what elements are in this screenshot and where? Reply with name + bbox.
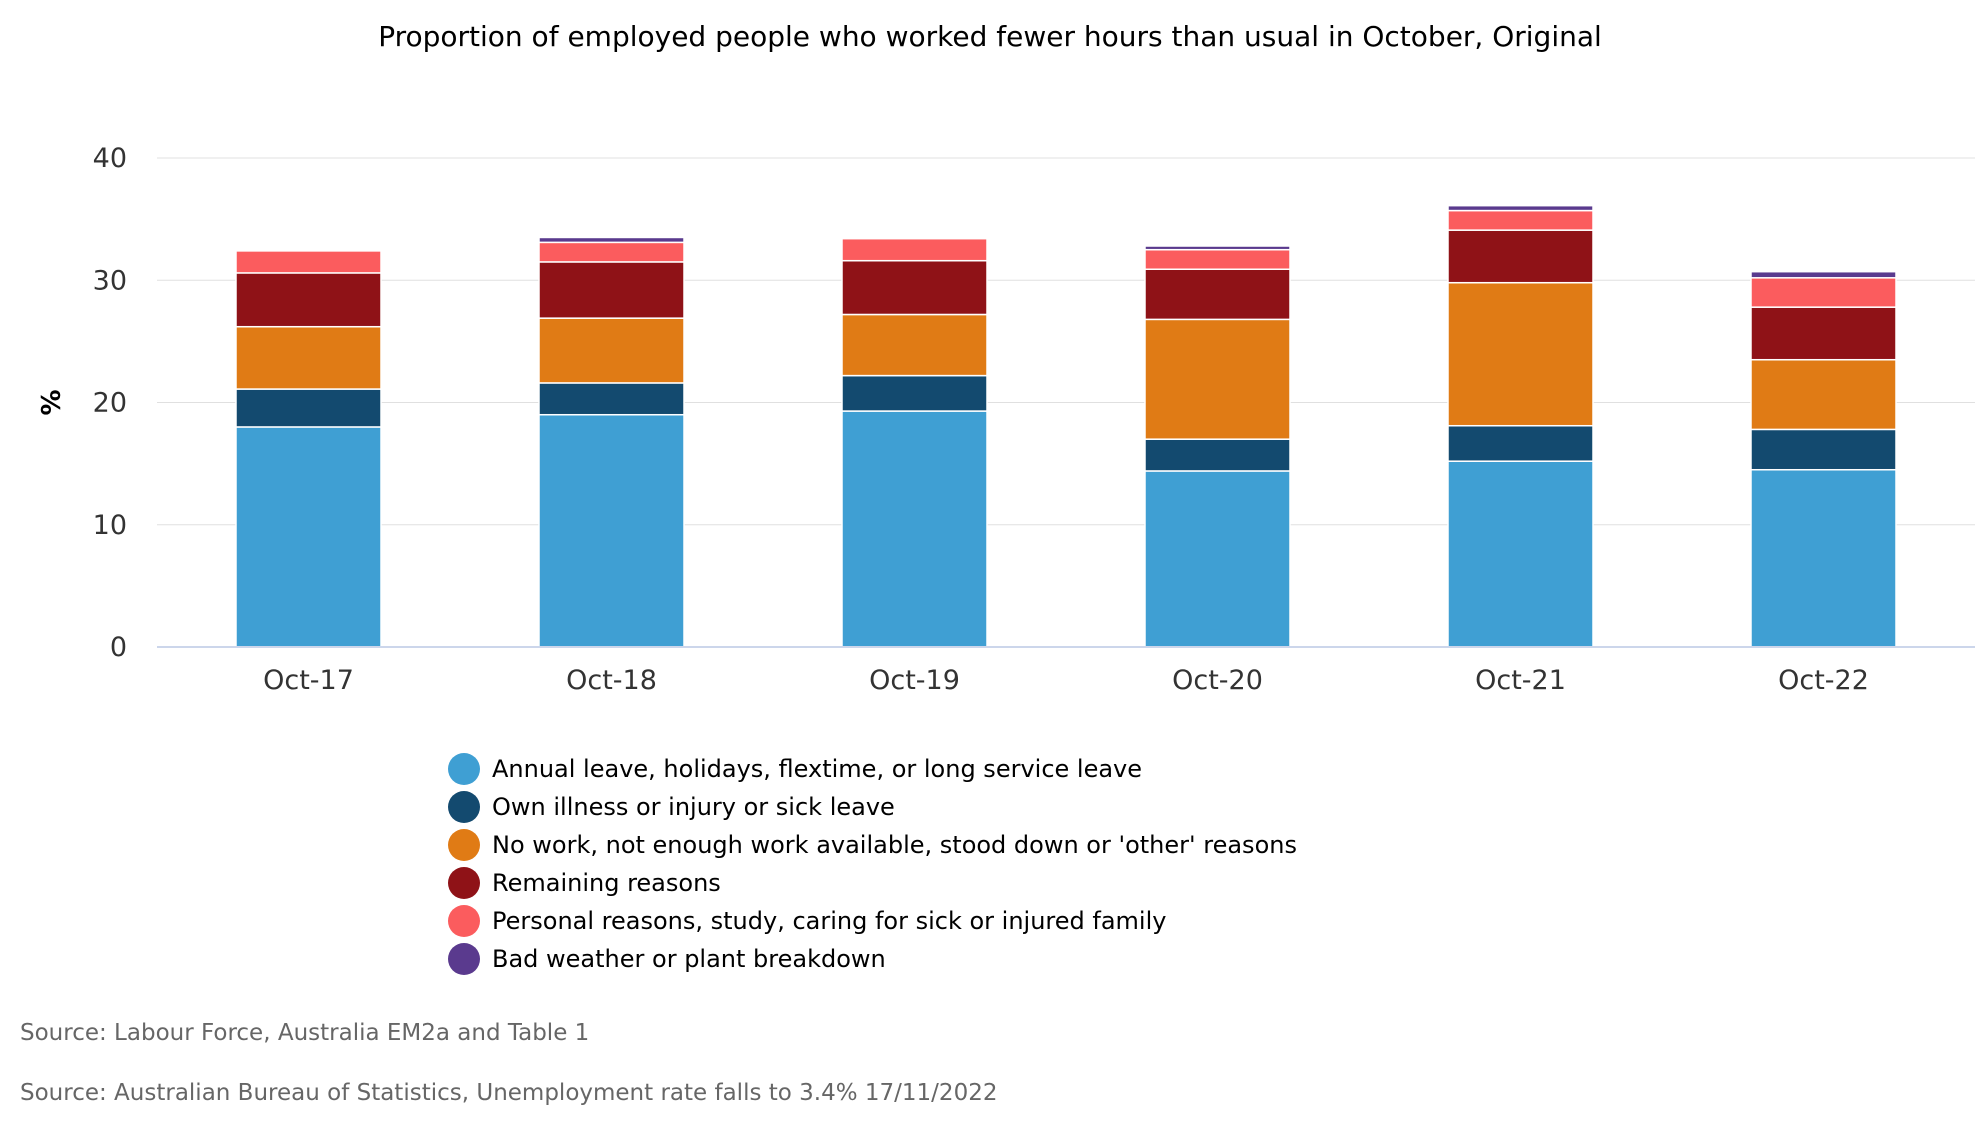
axes: 0 10 20 30 40 Oct-17 Oct-18 Oct-19 Oct-20 Oct-21 O… [93, 143, 1975, 696]
legend-swatch-icon [448, 867, 480, 899]
legend-item[interactable]: Annual leave, holidays, flextime, or lon… [448, 750, 1297, 788]
y-tick-label: 0 [110, 632, 127, 663]
chart-title: Proportion of employed people who worked… [378, 20, 1602, 53]
legend-label: Own illness or injury or sick leave [492, 793, 895, 821]
bar-segment [1447, 209, 1594, 231]
bar-segment [1750, 277, 1897, 308]
bar-segment [1144, 470, 1291, 648]
legend-label: Remaining reasons [492, 869, 721, 897]
bar-segment [538, 382, 685, 416]
x-tick-label: Oct-18 [566, 665, 657, 696]
x-tick-label: Oct-19 [869, 665, 960, 696]
bar-segment [1750, 270, 1897, 279]
bar-segment [1750, 358, 1897, 431]
bar-segment [538, 317, 685, 384]
legend-label: Personal reasons, study, caring for sick… [492, 907, 1167, 935]
legend-item[interactable]: Own illness or injury or sick leave [448, 788, 1297, 826]
legend-swatch-icon [448, 829, 480, 861]
bar-segment [1447, 424, 1594, 462]
bar-segment [538, 241, 685, 263]
bar-segment [235, 325, 382, 390]
bar-segment [1144, 438, 1291, 472]
legend-item[interactable]: No work, not enough work available, stoo… [448, 826, 1297, 864]
x-tick-label: Oct-17 [263, 665, 354, 696]
y-tick-label: 10 [93, 510, 127, 541]
bar-segment [1447, 204, 1594, 212]
legend-label: No work, not enough work available, stoo… [492, 831, 1297, 859]
legend-label: Annual leave, holidays, flextime, or lon… [492, 755, 1143, 783]
bar-segment [1447, 460, 1594, 648]
bar-segment [1144, 245, 1291, 251]
bar-segment [538, 261, 685, 319]
y-axis-label: % [37, 389, 67, 415]
x-tick-label: Oct-21 [1475, 665, 1566, 696]
y-tick-label: 30 [93, 265, 127, 296]
legend-item[interactable]: Bad weather or plant breakdown [448, 940, 1297, 978]
bar-segment [1750, 306, 1897, 361]
bar-segment [841, 237, 988, 262]
bar-segment [1144, 248, 1291, 270]
bar-segment [235, 426, 382, 648]
bar-segment [538, 413, 685, 648]
bar-segment [1447, 229, 1594, 284]
y-tick-label: 40 [93, 143, 127, 174]
stacked-bar-chart: 0 10 20 30 40 Oct-17 Oct-18 Oct-19 Oct-20 Oct-21 O… [37, 143, 1975, 696]
grid-lines [157, 157, 1975, 526]
x-tick-label: Oct-20 [1172, 665, 1263, 696]
legend-swatch-icon [448, 791, 480, 823]
legend-label: Bad weather or plant breakdown [492, 945, 886, 973]
bar-segment [1750, 428, 1897, 471]
bar-segment [235, 250, 382, 274]
bar-segment [1447, 281, 1594, 427]
legend-swatch-icon [448, 753, 480, 785]
legend: Annual leave, holidays, flextime, or lon… [448, 750, 1297, 978]
legend-item[interactable]: Remaining reasons [448, 864, 1297, 902]
source-note-2: Source: Australian Bureau of Statistics,… [20, 1080, 998, 1106]
bar-segment [235, 388, 382, 428]
bar-segment [841, 259, 988, 316]
legend-swatch-icon [448, 943, 480, 975]
bar-segment [1750, 468, 1897, 648]
bar-segment [538, 236, 685, 244]
x-tick-label: Oct-22 [1778, 665, 1869, 696]
bar-segment [1144, 318, 1291, 440]
bar-segment [235, 272, 382, 328]
bar-segment [841, 313, 988, 377]
bar-segment [841, 410, 988, 648]
bars [235, 204, 1897, 648]
source-note-1: Source: Labour Force, Australia EM2a and… [20, 1020, 590, 1046]
bar-segment [1144, 268, 1291, 321]
bar-segment [841, 374, 988, 412]
legend-swatch-icon [448, 905, 480, 937]
y-tick-label: 20 [93, 388, 127, 419]
legend-item[interactable]: Personal reasons, study, caring for sick… [448, 902, 1297, 940]
